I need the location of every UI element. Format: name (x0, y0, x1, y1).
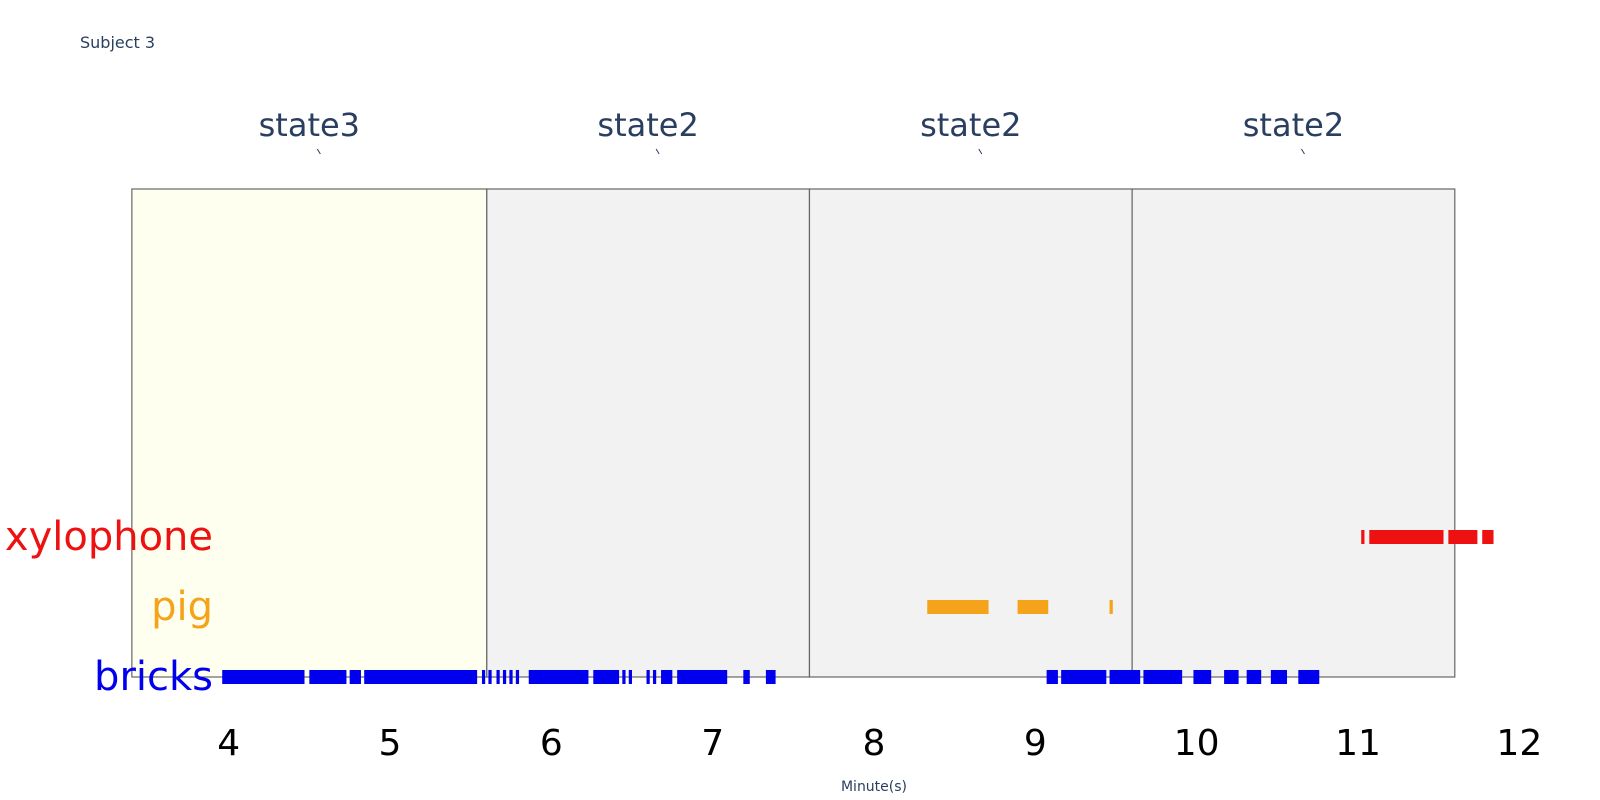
pig-bar-2 (1017, 600, 1049, 614)
state-region-3 (808, 188, 1133, 678)
bricks-bar-25 (1193, 670, 1212, 684)
state-label-tick-1 (316, 148, 321, 155)
state-label-2: state2 (597, 106, 698, 144)
bricks-bar-19 (743, 670, 750, 684)
x-tick-10: 10 (1174, 723, 1220, 764)
bricks-bar-21 (1046, 670, 1058, 684)
x-tick-7: 7 (701, 723, 724, 764)
state-label-tick-3 (978, 148, 983, 155)
state-label-tick-2 (655, 148, 660, 155)
x-tick-11: 11 (1335, 723, 1381, 764)
pig-bar-1 (927, 600, 989, 614)
state-label-4: state2 (1243, 106, 1344, 144)
bricks-bar-27 (1246, 670, 1262, 684)
bricks-bar-2 (309, 670, 347, 684)
state-label-3: state2 (920, 106, 1021, 144)
bricks-bar-23 (1109, 670, 1141, 684)
bricks-bar-26 (1224, 670, 1239, 684)
x-tick-8: 8 (863, 723, 886, 764)
xylophone-bar-4 (1482, 530, 1494, 544)
xylophone-bar-3 (1448, 530, 1478, 544)
state-labels: state3 state2 state2 state2 (259, 106, 1344, 155)
bricks-bar-22 (1061, 670, 1107, 684)
bricks-bar-12 (593, 670, 620, 684)
bricks-bar-9 (509, 670, 513, 684)
bricks-bar-1 (222, 670, 305, 684)
bricks-bar-15 (646, 670, 650, 684)
row-labels: xylophone pig bricks (5, 514, 213, 700)
series-bars (222, 530, 1494, 684)
xylophone-bar-2 (1369, 530, 1444, 544)
bricks-bar-8 (502, 670, 507, 684)
pig-bar-3 (1109, 600, 1113, 614)
x-tick-4: 4 (217, 723, 240, 764)
x-tick-5: 5 (379, 723, 402, 764)
row-label-bricks: bricks (94, 654, 213, 700)
bricks-bar-11 (528, 670, 589, 684)
bricks-bar-10 (515, 670, 520, 684)
bricks-bar-17 (661, 670, 673, 684)
state-label-tick-4 (1301, 148, 1305, 155)
state-region-1 (131, 188, 488, 678)
x-axis-ticks: 4 5 6 7 8 9 10 11 12 (217, 723, 1542, 764)
bricks-bar-3 (349, 670, 361, 684)
bricks-bar-5 (481, 670, 486, 684)
bricks-bar-24 (1143, 670, 1183, 684)
state-label-1: state3 (259, 106, 360, 144)
bricks-bar-14 (628, 670, 632, 684)
x-tick-9: 9 (1024, 723, 1047, 764)
state-region-2 (486, 188, 811, 678)
state-backgrounds (131, 188, 1456, 678)
bricks-bar-4 (364, 670, 478, 684)
xylophone-bar-1 (1361, 530, 1365, 544)
x-axis-title: Minute(s) (841, 779, 907, 795)
bricks-bar-16 (652, 670, 657, 684)
bricks-bar-7 (496, 670, 500, 684)
x-tick-6: 6 (540, 723, 563, 764)
row-label-xylophone: xylophone (5, 514, 213, 560)
row-label-pig: pig (151, 584, 213, 630)
bricks-bar-6 (488, 670, 492, 684)
bricks-bar-20 (765, 670, 776, 684)
bricks-bar-29 (1298, 670, 1320, 684)
bricks-bar-18 (677, 670, 728, 684)
state-region-4 (1131, 188, 1456, 678)
x-tick-12: 12 (1496, 723, 1542, 764)
chart-title: Subject 3 (80, 33, 155, 52)
bricks-bar-13 (622, 670, 626, 684)
bricks-bar-28 (1270, 670, 1288, 684)
